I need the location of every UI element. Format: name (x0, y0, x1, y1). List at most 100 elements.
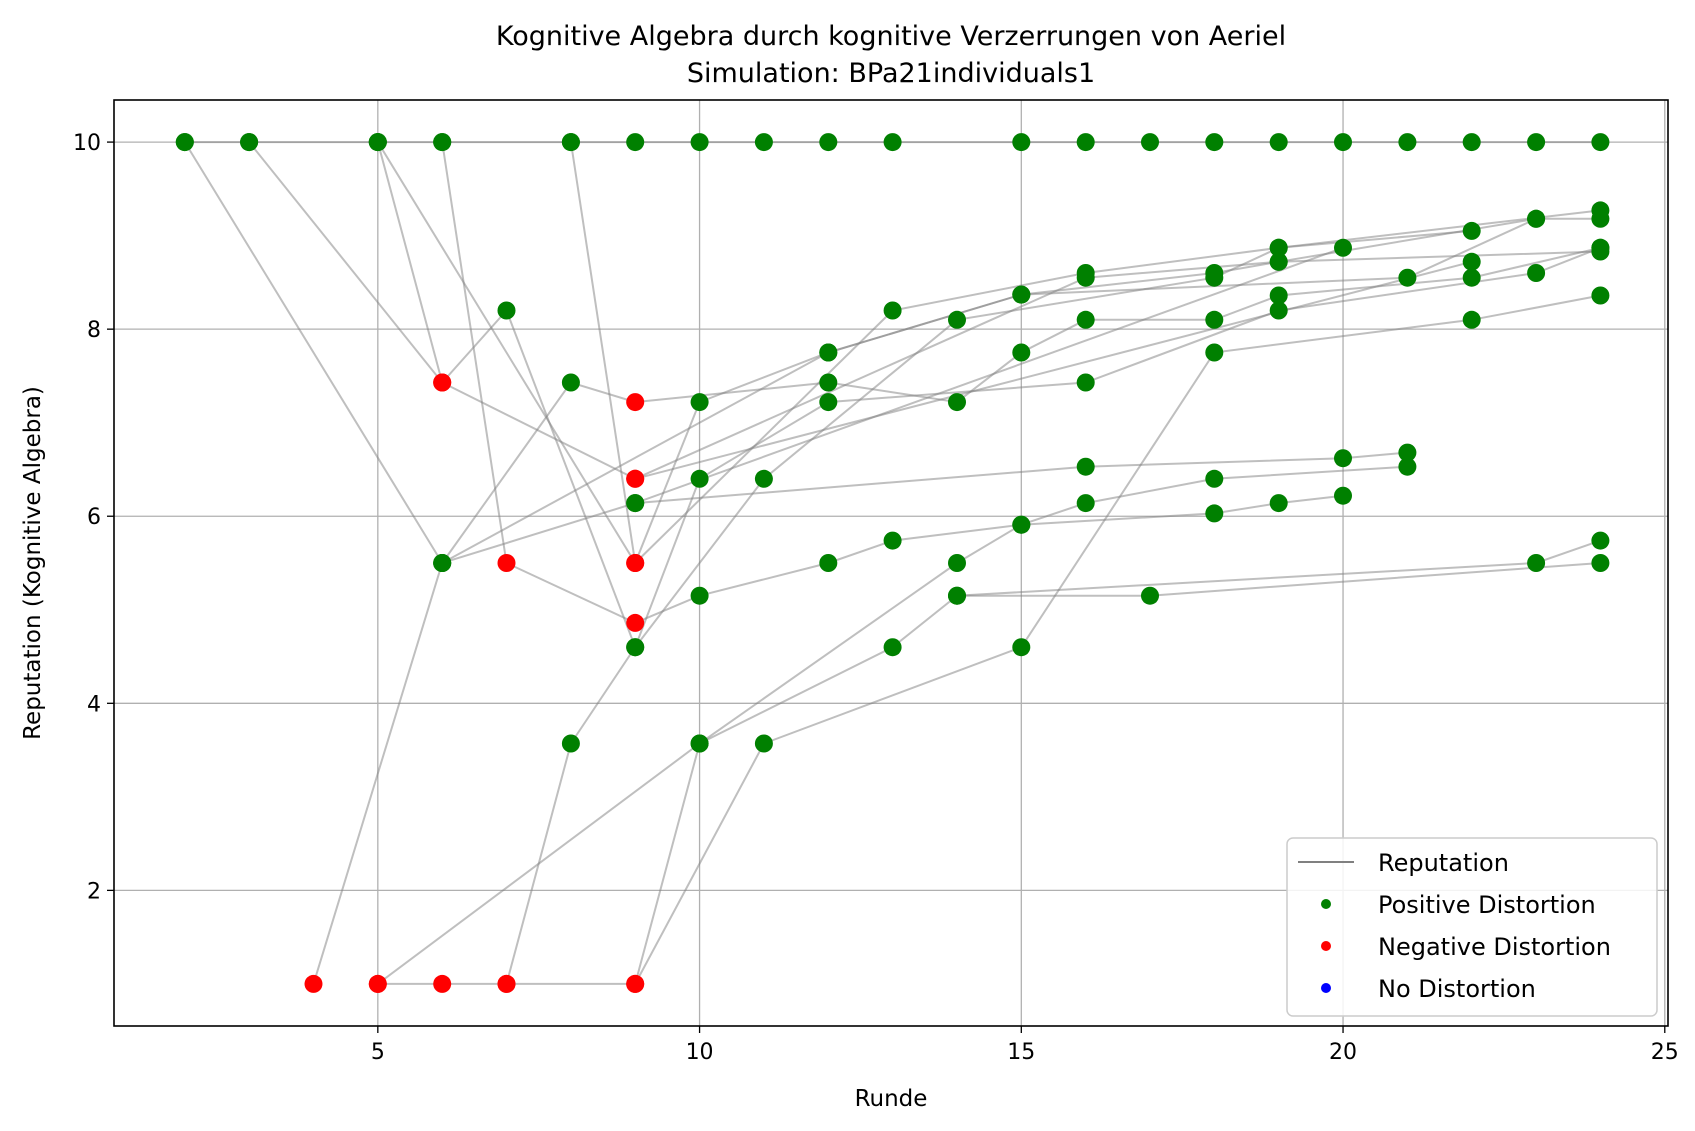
axis-ticks: 5 10 15 20 25 2 4 6 8 10 (73, 131, 1679, 1065)
data-point (690, 469, 709, 488)
data-point (1398, 457, 1417, 476)
data-point (1462, 310, 1481, 329)
data-point (1269, 286, 1288, 305)
data-point (819, 133, 838, 152)
x-tick-label: 25 (1651, 1040, 1679, 1065)
x-axis-label: Runde (855, 1086, 928, 1112)
data-point (1269, 252, 1288, 271)
data-point (626, 393, 645, 412)
data-point (754, 133, 773, 152)
data-point (1334, 133, 1352, 152)
y-tick-label: 8 (87, 318, 101, 343)
y-tick-label: 2 (87, 879, 101, 904)
data-point (433, 974, 452, 993)
legend-label-positive: Positive Distortion (1378, 891, 1596, 919)
data-point (1012, 133, 1031, 152)
data-point (819, 343, 838, 362)
data-points (175, 133, 1610, 993)
data-point (1205, 469, 1224, 488)
x-tick-label: 20 (1329, 1040, 1357, 1065)
y-tick-label: 10 (73, 131, 101, 156)
legend-none-marker (1321, 983, 1331, 993)
data-point (1205, 343, 1224, 362)
data-point (1591, 286, 1610, 305)
x-tick-label: 15 (1007, 1040, 1035, 1065)
data-point (497, 974, 516, 993)
data-point (433, 133, 452, 152)
data-point (433, 554, 452, 572)
reputation-line (634, 260, 1472, 480)
data-point (561, 133, 580, 152)
data-point (1591, 531, 1610, 550)
data-point (497, 301, 516, 320)
data-point (1076, 310, 1095, 329)
legend-frame (1286, 837, 1658, 1017)
data-point (1076, 494, 1095, 513)
data-point (1398, 268, 1417, 287)
data-point (1591, 133, 1610, 152)
data-point (883, 133, 902, 152)
data-point (1462, 221, 1481, 240)
data-point (1591, 209, 1610, 228)
data-point (433, 373, 452, 392)
reputation-line (956, 539, 1601, 597)
y-tick-label: 6 (87, 505, 101, 530)
data-point (1205, 133, 1224, 152)
data-point (1205, 504, 1224, 523)
data-point (626, 613, 645, 632)
x-tick-label: 5 (371, 1040, 385, 1065)
data-point (1334, 449, 1352, 468)
data-point (1269, 133, 1288, 152)
data-point (1141, 586, 1159, 605)
data-point (1076, 264, 1095, 282)
data-point (240, 133, 259, 152)
y-tick-label: 4 (87, 692, 101, 717)
legend-label-negative: Negative Distortion (1378, 933, 1611, 961)
data-point (819, 554, 838, 572)
legend-positive-marker (1321, 899, 1331, 909)
data-point (1269, 238, 1288, 257)
legend-label-none: No Distortion (1378, 975, 1536, 1003)
data-point (690, 586, 709, 605)
data-point (1269, 494, 1288, 513)
chart-title: Kognitive Algebra durch kognitive Verzer… (496, 21, 1286, 52)
data-point (368, 974, 387, 993)
data-point (175, 133, 194, 152)
x-tick-label: 10 (686, 1040, 714, 1065)
data-point (368, 133, 387, 152)
data-point (1591, 238, 1610, 257)
data-point (690, 734, 709, 753)
data-point (561, 734, 580, 753)
data-point (883, 301, 902, 320)
data-point (948, 310, 966, 329)
legend: Reputation Positive Distortion Negative … (1286, 837, 1658, 1017)
data-point (690, 133, 709, 152)
plot-frame (113, 99, 1669, 1027)
data-point (626, 469, 645, 488)
data-point (1334, 238, 1352, 257)
reputation-line (634, 246, 1344, 505)
y-axis-label: Reputation (Kognitive Algebra) (20, 386, 46, 740)
reputation-line (377, 465, 1408, 985)
data-point (1012, 638, 1031, 657)
data-point (1527, 554, 1546, 572)
data-point (626, 638, 645, 657)
data-point (1334, 486, 1352, 505)
data-point (948, 586, 966, 605)
reputation-line (377, 562, 1601, 985)
reputation-line (441, 141, 1344, 624)
data-point (819, 373, 838, 392)
data-point (1205, 310, 1224, 329)
data-point (819, 393, 838, 412)
data-point (690, 393, 709, 412)
data-point (754, 469, 773, 488)
data-point (1462, 268, 1481, 287)
data-point (1076, 133, 1095, 152)
data-point (1141, 133, 1159, 152)
data-point (754, 734, 773, 753)
data-point (1398, 443, 1417, 462)
data-point (1205, 264, 1224, 282)
data-point (626, 554, 645, 572)
reputation-line (312, 246, 1601, 985)
